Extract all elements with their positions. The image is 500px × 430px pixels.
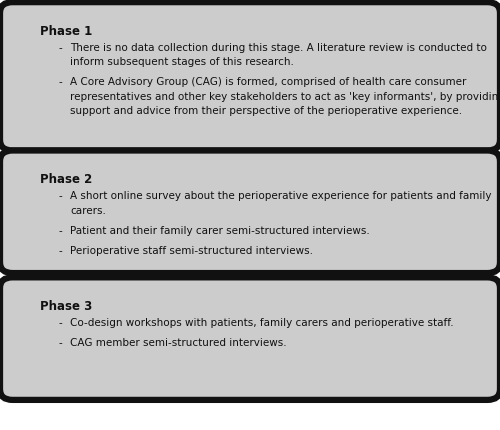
Text: support and advice from their perspective of the perioperative experience.: support and advice from their perspectiv…	[70, 106, 462, 116]
Text: -: -	[58, 77, 62, 87]
Text: inform subsequent stages of this research.: inform subsequent stages of this researc…	[70, 57, 294, 67]
Text: There is no data collection during this stage. A literature review is conducted : There is no data collection during this …	[70, 43, 487, 53]
Text: Phase 3: Phase 3	[40, 300, 92, 313]
Text: Co-design workshops with patients, family carers and perioperative staff.: Co-design workshops with patients, famil…	[70, 318, 454, 328]
Text: -: -	[58, 226, 62, 236]
Text: Phase 1: Phase 1	[40, 25, 92, 38]
Text: -: -	[58, 338, 62, 348]
Text: -: -	[58, 318, 62, 328]
Text: -: -	[58, 246, 62, 256]
Text: carers.: carers.	[70, 206, 106, 215]
FancyBboxPatch shape	[0, 150, 500, 273]
Text: -: -	[58, 191, 62, 201]
Text: representatives and other key stakeholders to act as 'key informants', by provid: representatives and other key stakeholde…	[70, 92, 500, 101]
Text: A short online survey about the perioperative experience for patients and family: A short online survey about the perioper…	[70, 191, 492, 201]
Text: Phase 2: Phase 2	[40, 173, 92, 186]
FancyBboxPatch shape	[0, 2, 500, 150]
Text: A Core Advisory Group (CAG) is formed, comprised of health care consumer: A Core Advisory Group (CAG) is formed, c…	[70, 77, 466, 87]
Text: -: -	[58, 43, 62, 53]
Text: Perioperative staff semi-structured interviews.: Perioperative staff semi-structured inte…	[70, 246, 313, 256]
FancyBboxPatch shape	[0, 277, 500, 400]
Text: Patient and their family carer semi-structured interviews.: Patient and their family carer semi-stru…	[70, 226, 370, 236]
Text: CAG member semi-structured interviews.: CAG member semi-structured interviews.	[70, 338, 286, 348]
